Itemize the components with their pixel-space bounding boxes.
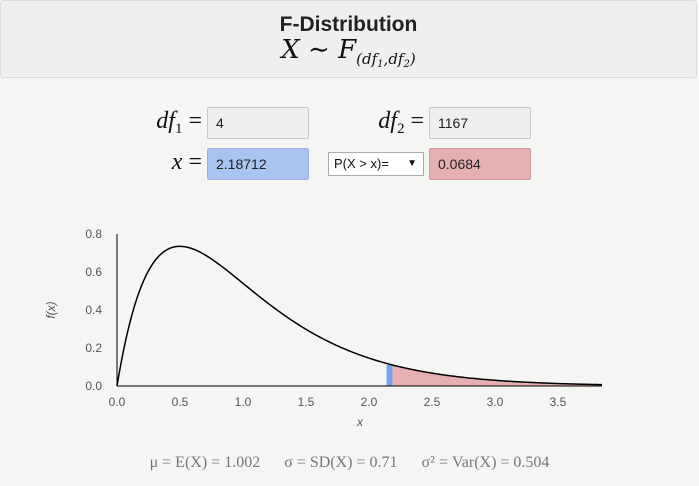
df2-input[interactable] [429, 107, 531, 139]
x-tick-label: 2.0 [361, 395, 378, 409]
x-marker [386, 364, 393, 386]
density-curve [116, 245, 603, 387]
chevron-down-icon: ▼ [407, 158, 417, 169]
mean-stat: μ = E(X) = 1.002 [149, 454, 261, 471]
y-tick-label: 0.0 [85, 379, 102, 393]
x-tick-label: 2.5 [424, 395, 441, 409]
x-axis-label: x [356, 415, 364, 429]
y-tick-label: 0.2 [85, 341, 102, 355]
x-tick-label: 1.5 [298, 395, 315, 409]
page-title: F-Distribution [279, 13, 418, 36]
df1-input[interactable] [207, 107, 309, 139]
probability-output[interactable] [429, 148, 531, 180]
x-tick-label: 1.0 [235, 395, 252, 409]
header-panel: F-Distribution X ∼ F(df1,df2) [0, 0, 697, 78]
sd-stat: σ = SD(X) = 0.71 [284, 454, 398, 471]
y-tick-label: 0.8 [85, 227, 102, 241]
y-tick-label: 0.4 [85, 303, 102, 317]
x-input[interactable] [207, 148, 309, 180]
y-tick-label: 0.6 [85, 265, 102, 279]
variance-stat: σ² = Var(X) = 0.504 [421, 454, 550, 471]
df2-label: df2 = [378, 108, 424, 137]
x-tick-label: 3.5 [550, 395, 567, 409]
summary-stats: μ = E(X) = 1.002 σ = SD(X) = 0.71 σ² = V… [0, 454, 699, 472]
x-tick-label: 0.5 [172, 395, 189, 409]
y-axis-label: f(x) [44, 301, 58, 318]
tail-area [392, 364, 602, 386]
x-label: x = [171, 149, 202, 175]
df1-label: df1 = [156, 108, 202, 137]
x-tick-label: 0.0 [109, 395, 126, 409]
x-tick-label: 3.0 [487, 395, 504, 409]
probability-type-select[interactable]: P(X > x)= ▼ [328, 152, 424, 176]
distribution-formula: X ∼ F(df1,df2) [281, 35, 416, 70]
